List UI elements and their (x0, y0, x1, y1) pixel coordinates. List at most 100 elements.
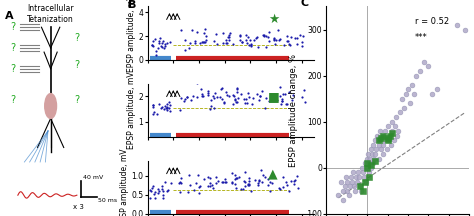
Point (191, 41, 199, 44)
Point (384, 138, 392, 142)
Point (189, 94, 197, 97)
Point (219, 181, 227, 184)
Point (359, 189, 367, 192)
Text: Intracellular
Tetanization: Intracellular Tetanization (27, 4, 74, 24)
Point (245, 95, 253, 99)
Point (363, 166, 371, 170)
Point (264, 183, 272, 186)
Point (400, 106, 408, 110)
Point (362, 180, 370, 183)
Point (390, 138, 398, 142)
Point (408, 83, 416, 87)
Point (339, 189, 346, 192)
Point (229, 102, 237, 106)
Point (296, 34, 304, 37)
Point (265, 39, 273, 43)
Point (342, 175, 350, 179)
Point (258, 180, 266, 183)
Point (372, 152, 379, 156)
Point (394, 129, 401, 133)
Point (209, 186, 217, 189)
Point (224, 93, 231, 96)
Point (266, 180, 274, 184)
Point (250, 38, 258, 41)
Point (293, 36, 301, 40)
Point (200, 41, 207, 44)
Point (264, 35, 272, 38)
Point (375, 143, 383, 146)
Point (271, 42, 279, 45)
Point (361, 161, 369, 165)
Point (339, 198, 347, 202)
Point (247, 43, 255, 46)
Point (228, 180, 236, 184)
Point (241, 180, 249, 183)
Point (208, 98, 215, 101)
Point (202, 38, 210, 41)
Point (155, 46, 162, 50)
Point (151, 191, 158, 194)
Point (233, 176, 240, 180)
Point (380, 134, 387, 137)
Point (167, 181, 174, 185)
Point (201, 27, 209, 30)
Point (226, 31, 234, 35)
Point (388, 132, 395, 135)
Point (157, 106, 164, 110)
Point (210, 40, 218, 43)
Point (200, 95, 207, 98)
Point (381, 138, 388, 142)
Point (149, 103, 157, 107)
Point (245, 179, 253, 183)
Point (389, 129, 396, 133)
Point (232, 187, 240, 190)
Point (363, 157, 371, 160)
Point (379, 152, 386, 156)
Point (299, 44, 306, 48)
Point (225, 39, 233, 42)
Point (275, 186, 283, 189)
Text: 40 mV: 40 mV (83, 175, 104, 180)
Text: 50 ms: 50 ms (98, 198, 117, 203)
Point (237, 92, 245, 95)
Point (212, 175, 220, 178)
Point (262, 35, 270, 38)
Point (412, 74, 420, 77)
Point (219, 42, 227, 45)
Point (386, 134, 393, 137)
Point (191, 39, 198, 43)
Point (204, 93, 212, 97)
Point (218, 88, 225, 91)
Point (258, 89, 265, 93)
Point (149, 105, 157, 109)
Point (375, 138, 383, 142)
Point (262, 45, 270, 48)
Point (164, 105, 171, 109)
Point (159, 193, 166, 196)
Point (279, 175, 287, 179)
Point (253, 35, 261, 39)
Point (282, 102, 290, 106)
Point (233, 100, 241, 103)
Point (154, 192, 162, 195)
Point (146, 196, 154, 200)
Point (155, 187, 162, 190)
Point (353, 180, 361, 183)
Point (378, 136, 385, 140)
Point (255, 178, 263, 181)
Point (149, 39, 156, 43)
Point (176, 190, 183, 193)
Point (343, 180, 350, 183)
Point (290, 94, 297, 97)
Point (155, 41, 163, 44)
Point (258, 168, 265, 172)
Point (210, 106, 218, 110)
Point (158, 105, 166, 109)
Point (231, 173, 239, 177)
Point (215, 179, 222, 183)
Point (376, 129, 384, 133)
Point (348, 180, 356, 183)
Point (245, 91, 252, 94)
Point (300, 88, 308, 92)
Point (358, 166, 366, 170)
